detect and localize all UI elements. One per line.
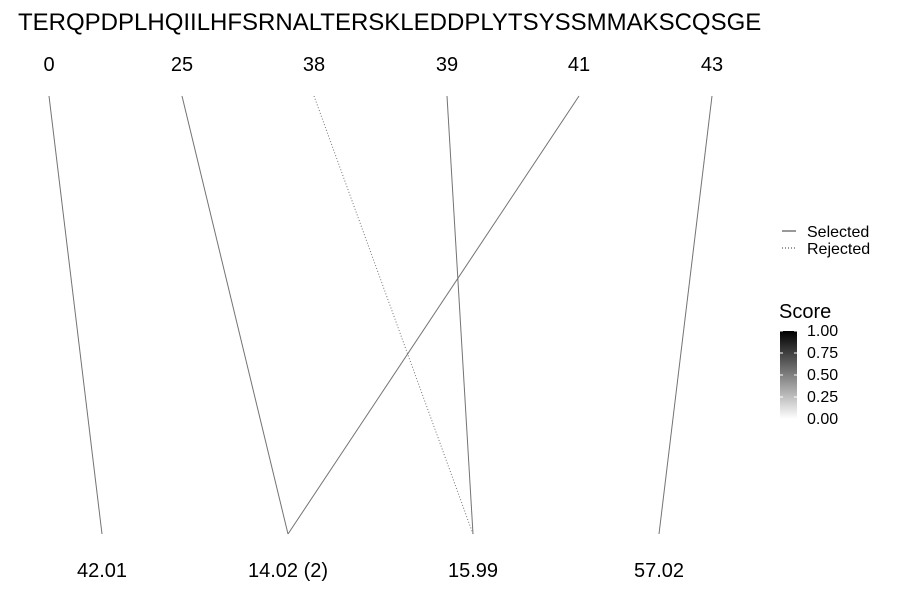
colorbar-tick-label: 0.75	[807, 345, 838, 362]
rejected-connection-line	[313, 95, 474, 535]
bottom-label: 42.01	[77, 560, 127, 582]
colorbar-title: Score	[779, 301, 831, 323]
top-label: 25	[171, 54, 193, 76]
score-colorbar: Score 1.00 0.75 0.50 0.25 0.00	[779, 301, 838, 428]
legend: Selected Rejected	[782, 224, 870, 258]
colorbar-gradient	[780, 331, 797, 419]
top-label: 41	[568, 54, 590, 76]
colorbar-tick-label: 0.00	[807, 411, 838, 428]
selected-connection-line	[446, 95, 474, 535]
legend-rejected-label: Rejected	[807, 241, 870, 258]
selected-connection-line	[287, 95, 580, 535]
top-labels: 0 25 38 39 41 43	[43, 54, 723, 76]
connections	[48, 95, 713, 535]
selected-connection-line	[181, 95, 289, 535]
top-label: 39	[436, 54, 458, 76]
legend-selected-label: Selected	[807, 224, 869, 241]
top-label: 0	[43, 54, 54, 76]
bottom-label: 57.02	[634, 560, 684, 582]
bottom-labels: 42.01 14.02 (2) 15.99 57.02	[77, 560, 684, 582]
selected-connection-line	[658, 95, 713, 535]
selected-connection-line	[48, 95, 103, 535]
bottom-label: 15.99	[448, 560, 498, 582]
chart-title: TERQPDPLHQIILHFSRNALTERSKLEDDPLYTSYSSMMA…	[18, 9, 761, 36]
colorbar-tick-label: 1.00	[807, 323, 838, 340]
colorbar-tick-label: 0.50	[807, 367, 838, 384]
top-label: 43	[701, 54, 723, 76]
bottom-label: 14.02 (2)	[248, 560, 328, 582]
colorbar-tick-label: 0.25	[807, 389, 838, 406]
top-label: 38	[303, 54, 325, 76]
